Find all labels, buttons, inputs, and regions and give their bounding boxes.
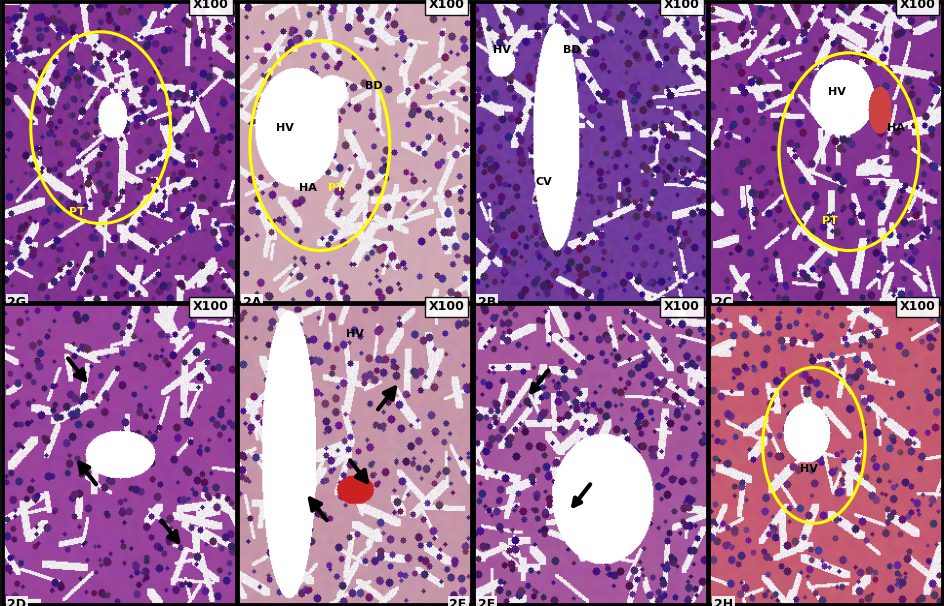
Text: 2A: 2A	[243, 296, 261, 308]
Text: X100: X100	[664, 301, 699, 313]
Text: HV: HV	[276, 122, 294, 133]
Text: X100: X100	[664, 0, 699, 11]
Text: HV: HV	[828, 87, 845, 97]
Text: HV: HV	[346, 330, 363, 339]
Text: HA: HA	[299, 182, 317, 193]
Text: PT: PT	[328, 182, 344, 193]
Text: X100: X100	[428, 301, 464, 313]
Text: 2G: 2G	[8, 296, 26, 308]
Text: 2F: 2F	[478, 598, 495, 606]
Text: BD: BD	[364, 81, 381, 91]
Text: CV: CV	[534, 176, 551, 187]
Text: X100: X100	[899, 301, 935, 313]
Text: X100: X100	[428, 0, 464, 11]
Text: 2H: 2H	[713, 598, 733, 606]
Text: X100: X100	[193, 301, 228, 313]
Text: 2E: 2E	[449, 598, 466, 606]
Text: HV: HV	[800, 464, 818, 474]
Text: 2C: 2C	[713, 296, 731, 308]
Text: 2B: 2B	[478, 296, 496, 308]
Text: HV: HV	[492, 45, 510, 55]
Text: PT: PT	[70, 207, 85, 216]
Text: 2D: 2D	[8, 598, 26, 606]
Text: X100: X100	[899, 0, 935, 11]
Text: BD: BD	[563, 45, 580, 55]
Text: HA: HA	[885, 122, 903, 133]
Text: X100: X100	[193, 0, 228, 11]
Text: PT: PT	[821, 216, 837, 225]
